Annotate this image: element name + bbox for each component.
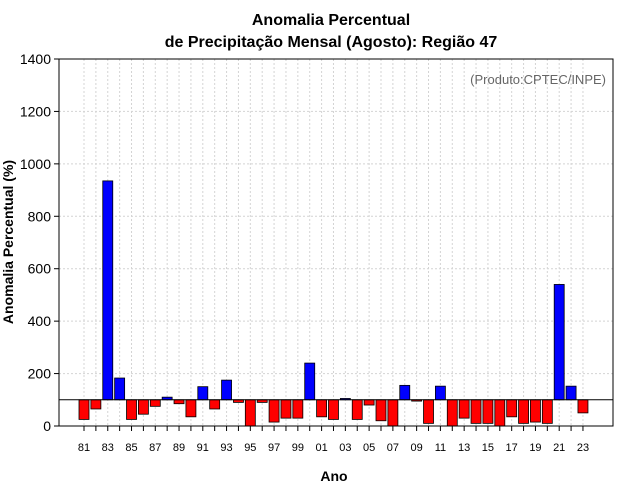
- x-tick-label: 07: [387, 442, 399, 454]
- y-tick-label: 1000: [20, 156, 51, 172]
- bar-14: [470, 399, 482, 424]
- x-tick-label: 09: [411, 442, 423, 454]
- bar-91: [197, 386, 209, 401]
- bar-08: [399, 384, 411, 401]
- y-tick-label: 800: [28, 208, 52, 224]
- x-tick-label: 85: [125, 442, 137, 454]
- bar-89: [173, 399, 185, 405]
- bar-85: [126, 399, 137, 420]
- x-tick-label: 23: [577, 442, 589, 454]
- bar-12: [446, 399, 458, 427]
- bar-97: [268, 399, 280, 423]
- bar-83: [102, 180, 114, 401]
- bar-23: [577, 399, 589, 414]
- bar-82: [90, 399, 102, 410]
- x-tick-label: 89: [173, 442, 185, 454]
- x-tick-label: 91: [197, 442, 209, 454]
- x-tick-label: 99: [292, 442, 304, 454]
- y-tick-label: 200: [28, 366, 52, 382]
- y-tick-label: 1400: [20, 51, 51, 67]
- bar-05: [363, 399, 375, 406]
- bar-19: [530, 399, 541, 423]
- bar-84: [114, 377, 126, 401]
- x-tick-label: 87: [149, 442, 161, 454]
- bar-87: [149, 399, 161, 407]
- x-tick-label: 15: [482, 442, 494, 454]
- bar-15: [482, 399, 494, 424]
- bar-18: [518, 399, 529, 424]
- bar-92: [209, 399, 221, 410]
- bar-93: [221, 379, 232, 401]
- bar-99: [292, 399, 304, 419]
- x-tick-label: 13: [458, 442, 470, 454]
- y-tick-label: 400: [28, 313, 52, 329]
- bar-98: [280, 399, 292, 419]
- y-tick-label: 600: [28, 261, 52, 277]
- bar-22: [565, 385, 577, 401]
- bar-81: [78, 399, 90, 420]
- x-tick-label: 83: [102, 442, 114, 454]
- y-axis: 0 200 400 600 800 1000 1200 1400: [20, 51, 59, 434]
- bar-86: [137, 399, 149, 415]
- bars: [78, 180, 589, 427]
- x-tick-label: 17: [506, 442, 518, 454]
- credit-text: (Produto:CPTEC/INPE): [470, 72, 606, 87]
- plot-frame: [58, 58, 614, 427]
- x-tick-label: 97: [268, 442, 280, 454]
- y-tick-label: 0: [43, 418, 51, 434]
- chart-title-line-1: Anomalia Percentual: [252, 12, 410, 29]
- bar-10: [423, 399, 434, 424]
- x-axis: 81 83 85 87 89 91 93 95 97 99 01 03 05 07 09 11 13 15 17 19…: [78, 426, 589, 454]
- chart-title-line-2: de Precipitação Mensal (Agosto): Região …: [165, 34, 498, 51]
- bar-16: [494, 399, 506, 427]
- x-tick-label: 95: [244, 442, 256, 454]
- bar-11: [434, 385, 446, 401]
- x-tick-label: 01: [315, 442, 327, 454]
- bar-00: [304, 362, 316, 401]
- bar-95: [244, 399, 256, 427]
- x-axis-title: Ano: [320, 468, 347, 484]
- x-tick-label: 05: [363, 442, 375, 454]
- x-tick-label: 21: [553, 442, 565, 454]
- x-tick-label: 81: [78, 442, 90, 454]
- bar-02: [328, 399, 339, 420]
- x-tick-label: 11: [435, 442, 446, 454]
- y-tick-label: 1200: [20, 103, 51, 119]
- bar-01: [316, 399, 328, 418]
- bar-13: [458, 399, 470, 419]
- bar-04: [351, 399, 363, 420]
- bar-90: [185, 399, 197, 418]
- bar-21: [553, 284, 565, 401]
- x-tick-label: 93: [220, 442, 232, 454]
- x-tick-label: 03: [339, 442, 351, 454]
- bar-20: [541, 399, 553, 424]
- bar-17: [506, 399, 518, 418]
- y-axis-title: Anomalia Percentual (%): [0, 160, 16, 324]
- bar-07: [387, 399, 399, 427]
- grid: [59, 59, 613, 426]
- x-tick-label: 19: [529, 442, 541, 454]
- bar-06: [375, 399, 387, 422]
